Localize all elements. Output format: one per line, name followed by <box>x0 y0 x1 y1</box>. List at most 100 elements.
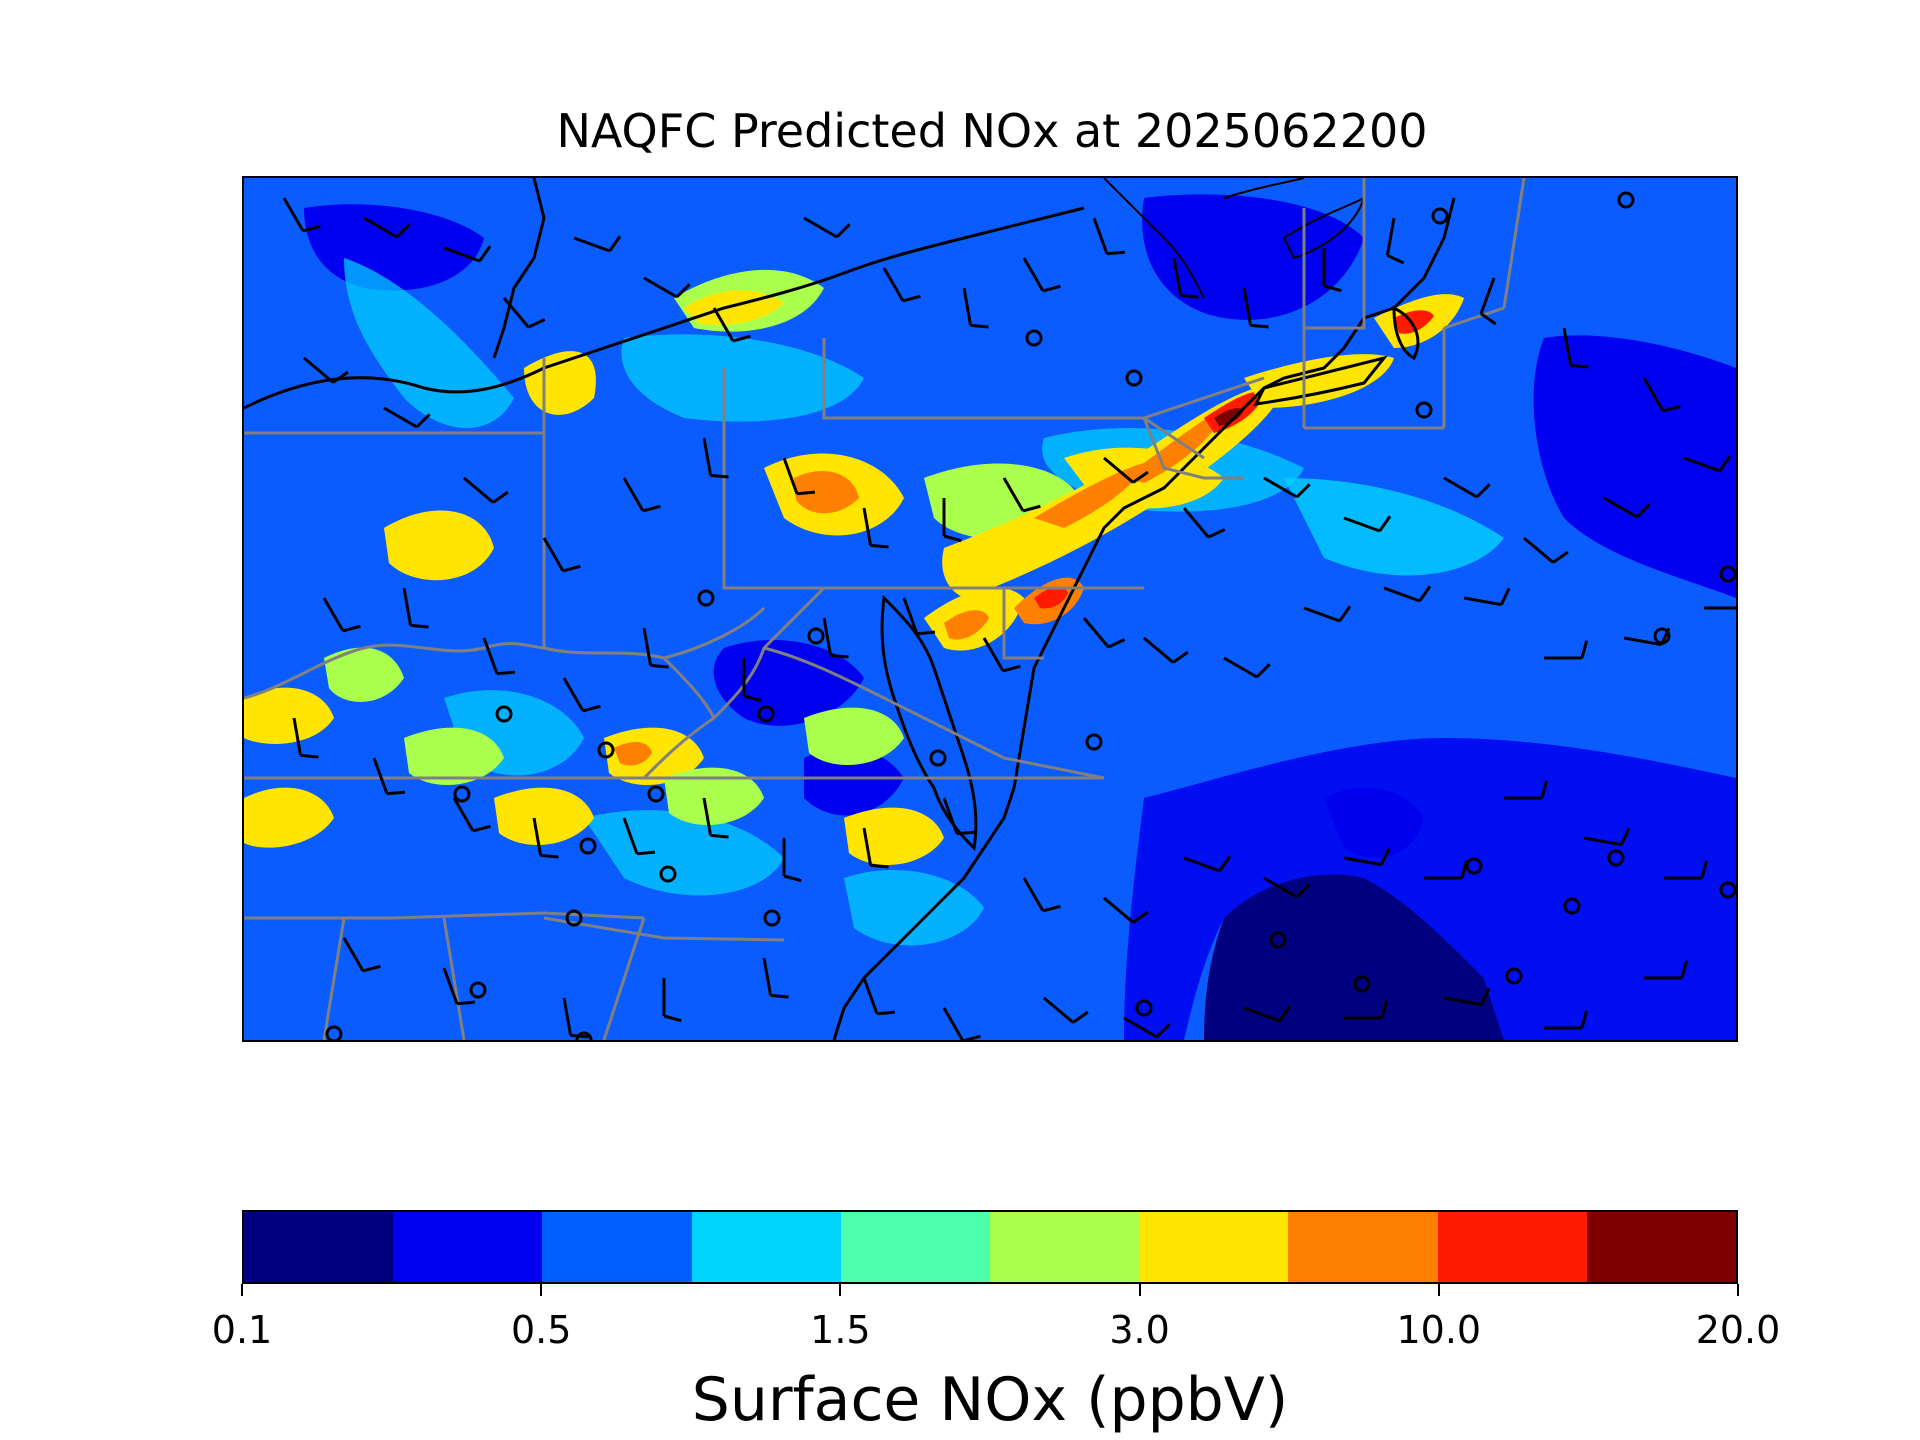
calm-wind-circle <box>1465 857 1483 875</box>
wind-barb <box>702 797 713 836</box>
wind-barb-flag <box>1172 650 1189 664</box>
wind-barb <box>1183 856 1221 873</box>
wind-barb <box>1242 287 1253 326</box>
wind-barb-flag <box>1250 323 1269 329</box>
calm-wind-circle <box>647 785 665 803</box>
wind-barb <box>1642 377 1665 412</box>
wind-barb <box>1043 996 1075 1024</box>
calm-wind-circle <box>575 1031 593 1040</box>
wind-barb-flag <box>1475 483 1491 499</box>
wind-barb <box>762 957 773 996</box>
wind-barb-flag <box>1635 503 1651 519</box>
wind-barb-flag <box>663 1014 682 1023</box>
wind-barb-flag <box>342 624 361 633</box>
wind-barb-flag <box>732 334 751 343</box>
wind-barb <box>1123 1016 1158 1039</box>
wind-barb-flag <box>1042 284 1061 293</box>
wind-barb-flag <box>302 224 321 233</box>
colorbar-segment <box>393 1212 543 1282</box>
wind-barb-flag <box>956 830 976 836</box>
colorbar-segment <box>542 1212 692 1282</box>
wind-barb-flag <box>1386 254 1405 265</box>
wind-barb-flag <box>1132 470 1149 484</box>
wind-barb-flag <box>830 653 849 659</box>
wind-barb <box>573 236 611 253</box>
wind-barb-flag <box>970 323 989 329</box>
wind-barb-flag <box>1295 883 1311 899</box>
calm-wind-circle <box>1415 401 1433 419</box>
wind-barb-flag <box>962 1034 981 1040</box>
colorbar-tick-label: 0.5 <box>510 1308 572 1352</box>
wind-barb-flag <box>332 370 349 384</box>
wind-barb-flag <box>1620 827 1631 846</box>
wind-barb-flag <box>1323 284 1342 293</box>
wind-barb <box>1562 327 1573 366</box>
wind-barb <box>1082 617 1110 649</box>
wind-barb <box>303 356 335 384</box>
colorbar-tick-mark <box>241 1284 243 1296</box>
calm-wind-circle <box>1353 975 1371 993</box>
colorbar-tick-mark <box>1138 1284 1141 1296</box>
wind-barb-flag <box>1380 847 1391 866</box>
wind-barb-flag <box>1580 1010 1589 1029</box>
wind-barb <box>702 437 713 476</box>
wind-barb <box>463 476 495 504</box>
wind-barb <box>1022 877 1045 912</box>
wind-barb-flag <box>527 318 546 329</box>
wind-barb-flag <box>710 833 729 839</box>
wind-barb <box>482 637 499 675</box>
colorbar-segment <box>1139 1212 1289 1282</box>
wind-barb <box>1103 896 1135 924</box>
wind-barb <box>782 457 799 495</box>
wind-barb-flag <box>743 694 762 703</box>
wind-barb-flag <box>1207 528 1226 539</box>
wind-barb-flag <box>492 490 509 504</box>
wind-barb-flag <box>362 964 381 973</box>
colorbar-tick-label: 0.1 <box>211 1308 273 1352</box>
colorbar-tick-mark <box>1437 1284 1440 1296</box>
wind-barb-flag <box>1338 605 1352 622</box>
wind-barb <box>562 677 585 712</box>
wind-barb-flag <box>1552 550 1569 564</box>
wind-barb <box>383 406 418 429</box>
wind-barb-flag <box>1380 1000 1389 1019</box>
colorbar-tick-mark <box>1737 1284 1739 1296</box>
wind-barb <box>322 597 345 632</box>
wind-barb <box>1623 636 1662 647</box>
wind-barb-flag <box>650 663 669 669</box>
calm-wind-circle <box>1719 565 1736 583</box>
wind-barb <box>882 267 905 302</box>
calm-wind-circle <box>1025 329 1043 347</box>
wind-barb-flag <box>1106 250 1126 256</box>
wind-barb <box>1343 516 1381 533</box>
wind-barb <box>542 537 565 572</box>
calm-wind-circle <box>659 865 677 883</box>
wind-barb-flag <box>1255 663 1271 679</box>
wind-barb <box>1303 606 1341 623</box>
calm-wind-circle <box>807 627 825 645</box>
colorbar-tick-label: 20.0 <box>1695 1308 1781 1352</box>
wind-barb-flag <box>496 670 516 676</box>
wind-barb-flag <box>770 993 789 999</box>
wind-barb-flag <box>562 564 581 573</box>
wind-barb-flag <box>456 1000 476 1006</box>
wind-barb-flag <box>876 1010 896 1016</box>
wind-barb-flag <box>1680 960 1689 979</box>
wind-barb-flag <box>870 863 889 869</box>
wind-barb <box>532 817 543 856</box>
wind-barb <box>342 937 365 972</box>
wind-barb <box>442 967 459 1005</box>
wind-barb-flag <box>386 790 406 796</box>
wind-barb-flag <box>870 543 889 549</box>
wind-barb <box>902 597 919 635</box>
colorbar-segment <box>1437 1212 1587 1282</box>
wind-barb <box>452 797 475 832</box>
colorbar-label: Surface NOx (ppbV) <box>691 1365 1289 1435</box>
calm-wind-circle <box>1617 191 1635 209</box>
wind-barb-flag <box>608 235 622 252</box>
wind-barb <box>292 717 303 756</box>
calm-wind-circle <box>757 705 775 723</box>
colorbar-segment <box>1288 1212 1438 1282</box>
wind-barb <box>642 627 653 666</box>
map-panel <box>242 176 1738 1042</box>
